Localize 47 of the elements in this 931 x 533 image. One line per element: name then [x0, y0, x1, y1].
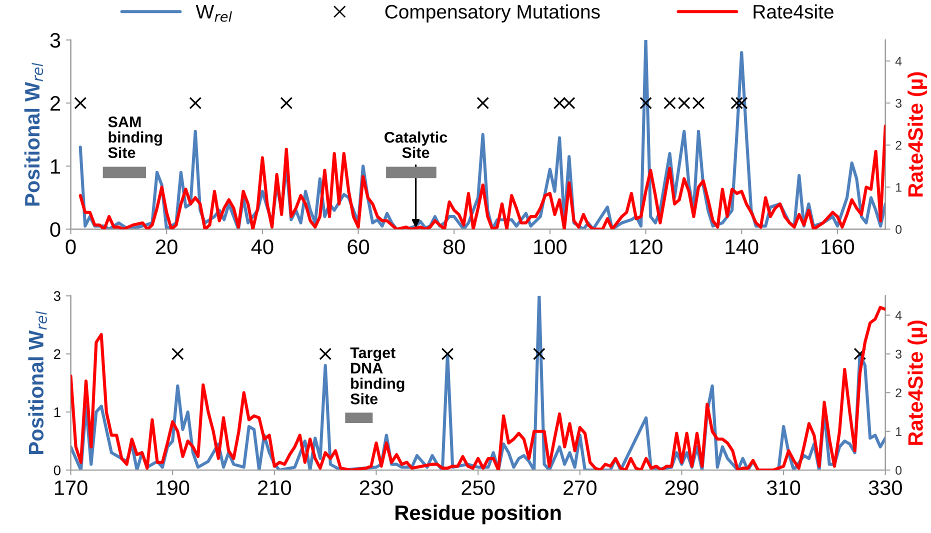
x-tick-label: 230 [360, 480, 393, 496]
y2-tick-label: 1 [896, 427, 902, 436]
x-tick-label: 140 [726, 239, 758, 254]
x-tick-label: 270 [564, 480, 596, 496]
legend-label: Rate4site [754, 4, 834, 19]
x-tick-label: 160 [822, 239, 854, 254]
y2-tick-label: 0 [896, 224, 902, 234]
x-tick-label: 330 [868, 480, 902, 496]
y2-tick-label: 4 [895, 311, 902, 320]
x-tick-label: 60 [348, 239, 370, 254]
y-tick-label: 1 [54, 407, 60, 418]
x-tick-label: 40 [251, 239, 274, 254]
y2-tick-label: 1 [896, 183, 902, 192]
y-tick-label: 2 [50, 96, 60, 111]
band-label: Target DNA binding Site [350, 348, 404, 404]
x-tick-label: 0 [66, 239, 76, 254]
x-tick-label: 20 [156, 239, 178, 254]
y-tick-label: 0 [50, 222, 60, 237]
y2-axis-title: Rate4Site (µ) [908, 72, 928, 196]
y-axis-title: Positional W$_{rel}$ [24, 62, 44, 206]
y-tick-label: 0 [54, 465, 60, 476]
y2-tick-label: 3 [896, 98, 902, 108]
y-tick-label: 3 [54, 291, 60, 301]
y2-tick-label: 4 [895, 56, 902, 66]
y2-axis-title: Rate4Site (µ) [908, 320, 928, 445]
x-tick-label: 290 [665, 480, 698, 496]
y2-tick-label: 2 [896, 388, 902, 398]
x-tick-label: 310 [766, 480, 800, 496]
x-tick-label: 210 [258, 480, 291, 496]
y2-tick-label: 2 [896, 140, 902, 150]
x-tick-label: 190 [156, 480, 190, 496]
legend-label: W$_{rel}$ [196, 5, 232, 22]
y-tick-label: 2 [54, 349, 60, 359]
x-tick-label: 120 [630, 239, 662, 254]
band-label: SAM binding Site [108, 116, 162, 158]
legend-label: Compensatory Mutations [385, 4, 600, 22]
y-axis-title: Positional W$_{rel}$ [28, 311, 47, 454]
annotation: Catalytic Site [384, 131, 448, 158]
y2-tick-label: 0 [896, 466, 902, 475]
x-tick-label: 100 [534, 239, 567, 254]
x-axis-title: Residue position [396, 504, 561, 524]
x-tick-label: 250 [462, 480, 495, 496]
x-tick-label: 80 [443, 239, 465, 254]
y2-tick-label: 3 [896, 350, 902, 359]
y-tick-label: 3 [50, 32, 60, 48]
x-tick-label: 170 [54, 480, 88, 496]
y-tick-label: 1 [51, 159, 60, 174]
